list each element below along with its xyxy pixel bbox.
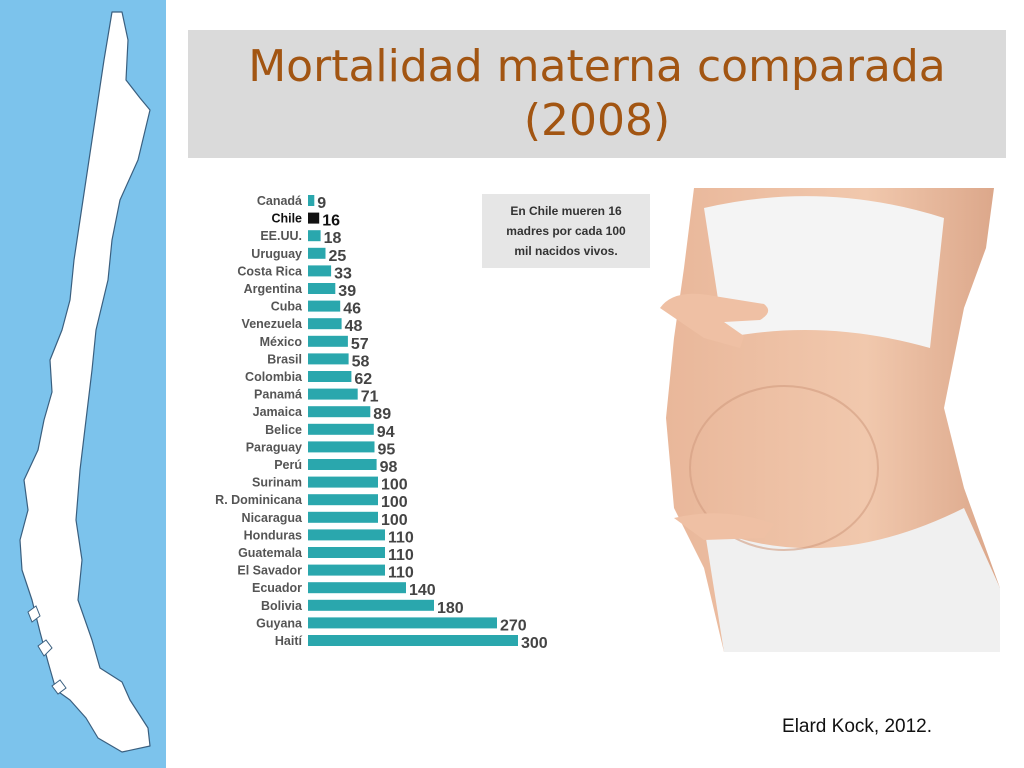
category-label: Chile (271, 212, 302, 226)
bar-uruguay (308, 247, 326, 259)
category-label: Nicaragua (242, 511, 303, 525)
category-label: Ecuador (252, 581, 302, 595)
value-label: 58 (352, 353, 370, 370)
bar-cuba (308, 300, 341, 312)
value-label: 25 (329, 248, 347, 265)
value-label: 57 (351, 336, 369, 353)
value-label: 110 (388, 565, 414, 582)
category-label: Haití (275, 634, 303, 648)
bar-costa-rica (308, 265, 332, 277)
source-credit: Elard Kock, 2012. (782, 716, 932, 737)
slide-title-line-2: (2008) (523, 95, 671, 146)
value-label: 16 (322, 213, 340, 230)
value-label: 110 (388, 529, 414, 546)
category-label: Honduras (244, 528, 302, 542)
category-label: Guatemala (238, 546, 303, 560)
category-label: Bolivia (261, 599, 303, 613)
bar-panam- (308, 388, 358, 400)
value-label: 18 (324, 230, 342, 247)
bar-canad- (308, 195, 315, 206)
bar-hait- (308, 635, 518, 646)
bar-per- (308, 459, 377, 470)
bar-paraguay (308, 441, 375, 453)
value-label: 33 (334, 265, 352, 282)
bar-surinam (308, 476, 378, 488)
annotation-box: En Chile mueren 16 madres por cada 100 m… (482, 194, 650, 268)
value-label: 71 (361, 389, 379, 406)
category-label: Argentina (244, 282, 303, 296)
value-label: 39 (338, 283, 356, 300)
category-label: Belice (265, 423, 302, 437)
annotation-line-1: En Chile mueren 16 (510, 204, 622, 218)
category-label: Costa Rica (237, 264, 303, 278)
category-label: R. Dominicana (215, 493, 303, 507)
bar-m-xico (308, 335, 348, 347)
bar-nicaragua (308, 511, 378, 523)
value-label: 180 (437, 600, 464, 617)
bar-bolivia (308, 599, 434, 611)
chile-map-icon (19, 11, 151, 753)
value-label: 300 (521, 635, 548, 652)
bar-guyana (308, 617, 497, 629)
bar-chile (308, 212, 320, 224)
bar-honduras (308, 529, 385, 541)
category-label: Cuba (271, 300, 303, 314)
category-label: Guyana (256, 616, 303, 630)
value-label: 95 (378, 441, 396, 458)
category-label: Panamá (254, 388, 302, 402)
bar-jamaica (308, 406, 371, 418)
value-label: 100 (381, 477, 408, 494)
value-label: 100 (381, 494, 408, 511)
bar-argentina (308, 283, 336, 294)
title-box: Mortalidad materna comparada (2008) (188, 30, 1006, 158)
pregnant-woman-illustration (660, 188, 1000, 652)
value-label: 110 (388, 547, 414, 564)
value-label: 46 (343, 301, 361, 318)
category-label: Jamaica (253, 405, 303, 419)
value-label: 62 (354, 371, 372, 388)
category-label: Paraguay (246, 440, 302, 454)
annotation-line-2: madres por cada 100 (506, 224, 626, 238)
category-label: El Savador (237, 564, 302, 578)
category-label: Surinam (252, 476, 302, 490)
value-label: 270 (500, 617, 527, 634)
slide-title-line-1: Mortalidad materna comparada (248, 41, 946, 92)
chart-figure: Canadá Chile EE.UU. Uruguay Costa Rica Argent… (204, 188, 1000, 652)
value-label: 98 (380, 459, 398, 476)
bar-guatemala (308, 547, 385, 558)
bar-ee-uu- (308, 230, 321, 242)
value-label: 94 (377, 424, 395, 441)
category-label: Colombia (245, 370, 303, 384)
category-label: Canadá (257, 194, 302, 208)
bar-r-dominicana (308, 494, 378, 506)
annotation-line-3: mil nacidos vivos. (514, 244, 618, 258)
category-label: Brasil (267, 352, 302, 366)
category-label: Uruguay (251, 247, 302, 261)
left-sidebar-strip (0, 0, 166, 768)
value-label: 48 (345, 318, 363, 335)
value-label: 9 (317, 195, 326, 212)
category-label: EE.UU. (260, 229, 302, 243)
value-label: 100 (381, 512, 408, 529)
value-label: 140 (409, 582, 436, 599)
bar-colombia (308, 371, 352, 382)
bar-chart: Canadá Chile EE.UU. Uruguay Costa Rica Argent… (215, 188, 1000, 652)
bar-brasil (308, 353, 349, 365)
bar-ecuador (308, 582, 406, 594)
bar-el-savador (308, 564, 385, 576)
category-label: Venezuela (242, 317, 303, 331)
category-label: México (260, 335, 303, 349)
category-label: Perú (274, 458, 302, 472)
bar-venezuela (308, 318, 342, 330)
value-label: 89 (373, 406, 391, 423)
bar-belice (308, 423, 374, 435)
